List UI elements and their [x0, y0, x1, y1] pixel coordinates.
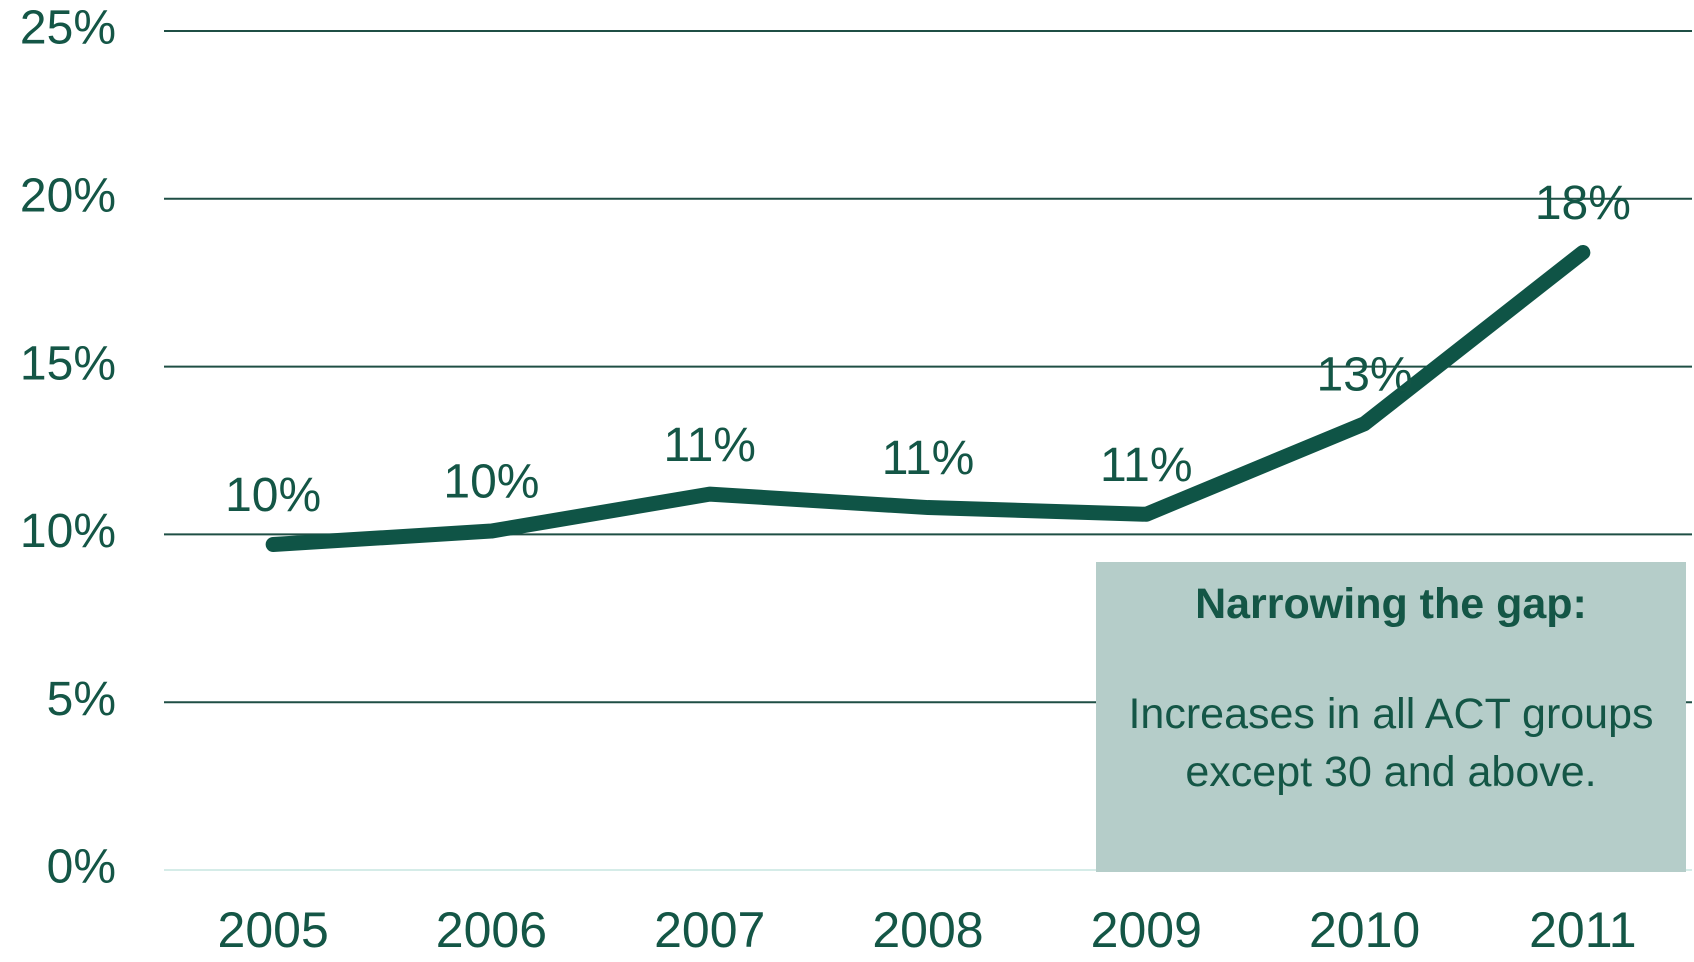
- data-label: 18%: [1535, 177, 1631, 230]
- data-label: 13%: [1317, 348, 1413, 401]
- data-label: 11%: [1100, 439, 1193, 492]
- y-tick-label: 15%: [20, 337, 116, 390]
- x-tick-label: 2005: [218, 902, 329, 958]
- x-tick-label: 2006: [436, 902, 547, 958]
- x-tick-label: 2009: [1091, 902, 1202, 958]
- data-label: 11%: [882, 432, 975, 485]
- y-tick-label: 10%: [20, 505, 116, 558]
- line-series: [265, 244, 1591, 552]
- x-tick-label: 2010: [1309, 902, 1420, 958]
- x-tick-label: 2008: [872, 902, 983, 958]
- annotation-title: Narrowing the gap:: [1195, 580, 1587, 628]
- annotation-text: Increases in all ACT groups except 30 an…: [1128, 690, 1654, 796]
- data-label: 10%: [225, 469, 321, 522]
- data-label: 10%: [443, 456, 539, 509]
- y-tick-label: 5%: [47, 673, 116, 726]
- y-tick-label: 25%: [20, 2, 116, 55]
- data-label: 11%: [663, 419, 756, 472]
- y-tick-label: 20%: [20, 169, 116, 222]
- x-tick-label: 2007: [654, 902, 765, 958]
- x-tick-label: 2011: [1529, 902, 1637, 958]
- y-tick-label: 0%: [47, 841, 116, 894]
- annotation-box: Narrowing the gap: Increases in all ACT …: [1096, 562, 1686, 872]
